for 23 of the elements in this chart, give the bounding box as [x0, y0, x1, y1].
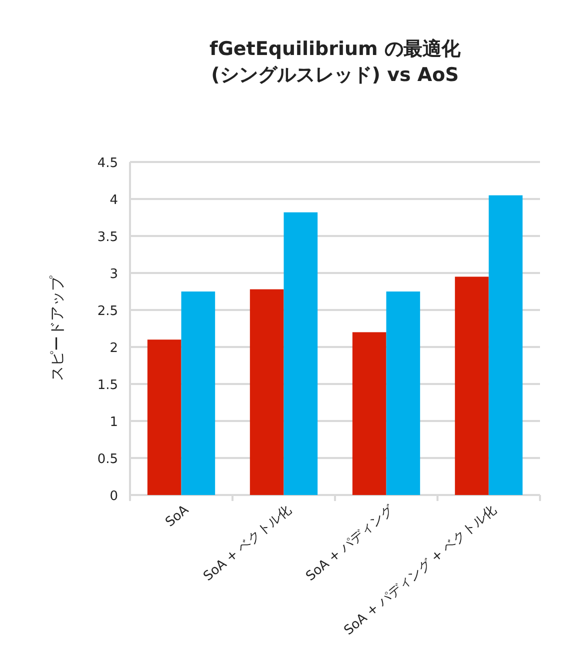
bar	[250, 289, 284, 495]
y-tick-label: 0.5	[97, 452, 118, 467]
bar	[284, 212, 318, 495]
bar	[181, 292, 216, 495]
y-tick-label: 2	[110, 341, 118, 356]
bar	[488, 195, 523, 495]
y-axis-title: スピードアップ	[48, 275, 66, 381]
chart-title: fGetEquilibrium の最適化 (シングルスレッド) vs AoS	[210, 38, 462, 86]
bar	[147, 340, 182, 495]
y-tick-label: 2.5	[97, 304, 118, 319]
x-tick-label: SoA + ベクトル化	[200, 502, 294, 584]
bar	[454, 276, 489, 495]
x-tick-label: SoA + パディング	[303, 502, 398, 584]
y-tick-label: 3.5	[97, 230, 118, 245]
y-tick-label: 0	[110, 489, 118, 504]
y-tick-label: 3	[110, 267, 118, 282]
bar	[352, 332, 386, 495]
y-tick-label: 1.5	[97, 378, 118, 393]
y-tick-label: 4	[110, 193, 118, 208]
y-tick-label: 1	[110, 415, 118, 430]
bar	[386, 292, 420, 495]
y-tick-label: 4.5	[97, 156, 118, 171]
x-tick-label: SoA	[162, 502, 192, 530]
